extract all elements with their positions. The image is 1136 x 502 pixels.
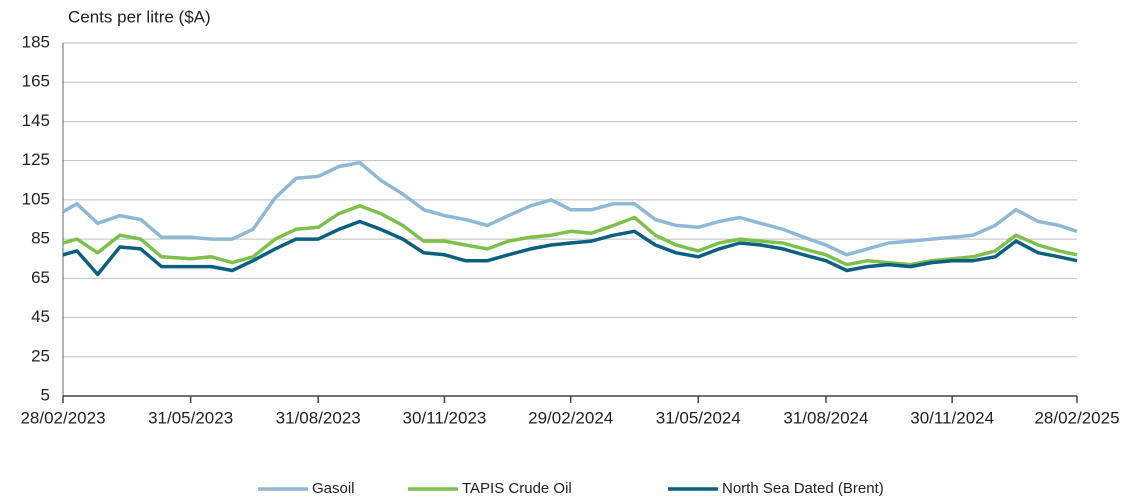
x-tick-label: 30/11/2023 xyxy=(403,408,487,427)
x-tick-label: 31/08/2023 xyxy=(276,408,361,427)
y-tick-label: 25 xyxy=(31,346,50,365)
x-tick-label: 31/05/2024 xyxy=(656,408,741,427)
x-tick-label: 28/02/2023 xyxy=(20,408,105,427)
legend-label: North Sea Dated (Brent) xyxy=(722,480,884,497)
y-axis-label: Cents per litre ($A) xyxy=(68,7,211,26)
x-tick-label: 29/02/2024 xyxy=(528,408,613,427)
legend-label: TAPIS Crude Oil xyxy=(462,480,572,497)
series-line xyxy=(62,219,1078,277)
y-tick-label: 65 xyxy=(31,268,50,287)
series-line xyxy=(62,160,1078,257)
x-tick-label: 31/05/2023 xyxy=(148,408,233,427)
y-tick-label: 125 xyxy=(22,150,50,169)
y-tick-label: 85 xyxy=(31,229,50,248)
y-tick-label: 185 xyxy=(22,32,50,51)
series-line xyxy=(62,204,1078,267)
y-tick-label: 5 xyxy=(41,385,50,404)
y-tick-label: 145 xyxy=(22,111,50,130)
legend-label: Gasoil xyxy=(312,480,355,497)
y-tick-label: 165 xyxy=(22,72,50,91)
x-tick-label: 28/02/2025 xyxy=(1034,408,1119,427)
y-tick-label: 45 xyxy=(31,307,50,326)
y-tick-label: 105 xyxy=(22,189,50,208)
x-tick-label: 31/08/2024 xyxy=(783,408,868,427)
x-tick-label: 30/11/2024 xyxy=(910,408,994,427)
